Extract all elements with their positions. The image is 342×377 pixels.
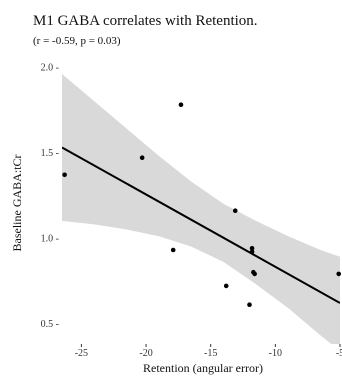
y-tick-label: 0.5 - [41, 319, 59, 330]
chart-title: M1 GABA correlates with Retention. [33, 13, 258, 29]
data-point [170, 247, 176, 253]
data-point [336, 271, 342, 277]
data-point [62, 172, 67, 178]
x-tick-label: -10 [269, 348, 282, 359]
chart-subtitle: (r = -0.59, p = 0.03) [33, 35, 121, 47]
x-axis-label: Retention (angular error) [143, 361, 263, 375]
x-tick-label: -15 [204, 348, 217, 359]
data-point [232, 208, 238, 213]
data-points-layer [62, 102, 342, 307]
confidence-band-layer [62, 74, 340, 344]
regression-line [62, 146, 340, 304]
y-tick-label: 1.0 - [41, 234, 59, 245]
confidence-band [62, 74, 340, 344]
x-axis: -25 -20 -15 -10 -5 [75, 344, 342, 359]
y-tick-label: 1.5 - [41, 148, 59, 159]
data-point [178, 102, 184, 108]
x-tick-label: -25 [75, 348, 88, 359]
data-point [139, 155, 145, 161]
y-axis-label: Baseline GABA:tCr [10, 155, 24, 252]
x-tick-label: -20 [139, 348, 152, 359]
x-tick-label: -5 [336, 348, 342, 359]
y-axis: 0.5 - 1.0 - 1.5 - 2.0 - [41, 63, 59, 330]
data-point [247, 302, 252, 307]
fit-line-layer [62, 146, 340, 304]
data-point [223, 283, 229, 289]
y-tick-label: 2.0 - [41, 63, 59, 74]
data-point [249, 245, 255, 251]
data-point [249, 249, 255, 255]
data-point [252, 271, 257, 277]
